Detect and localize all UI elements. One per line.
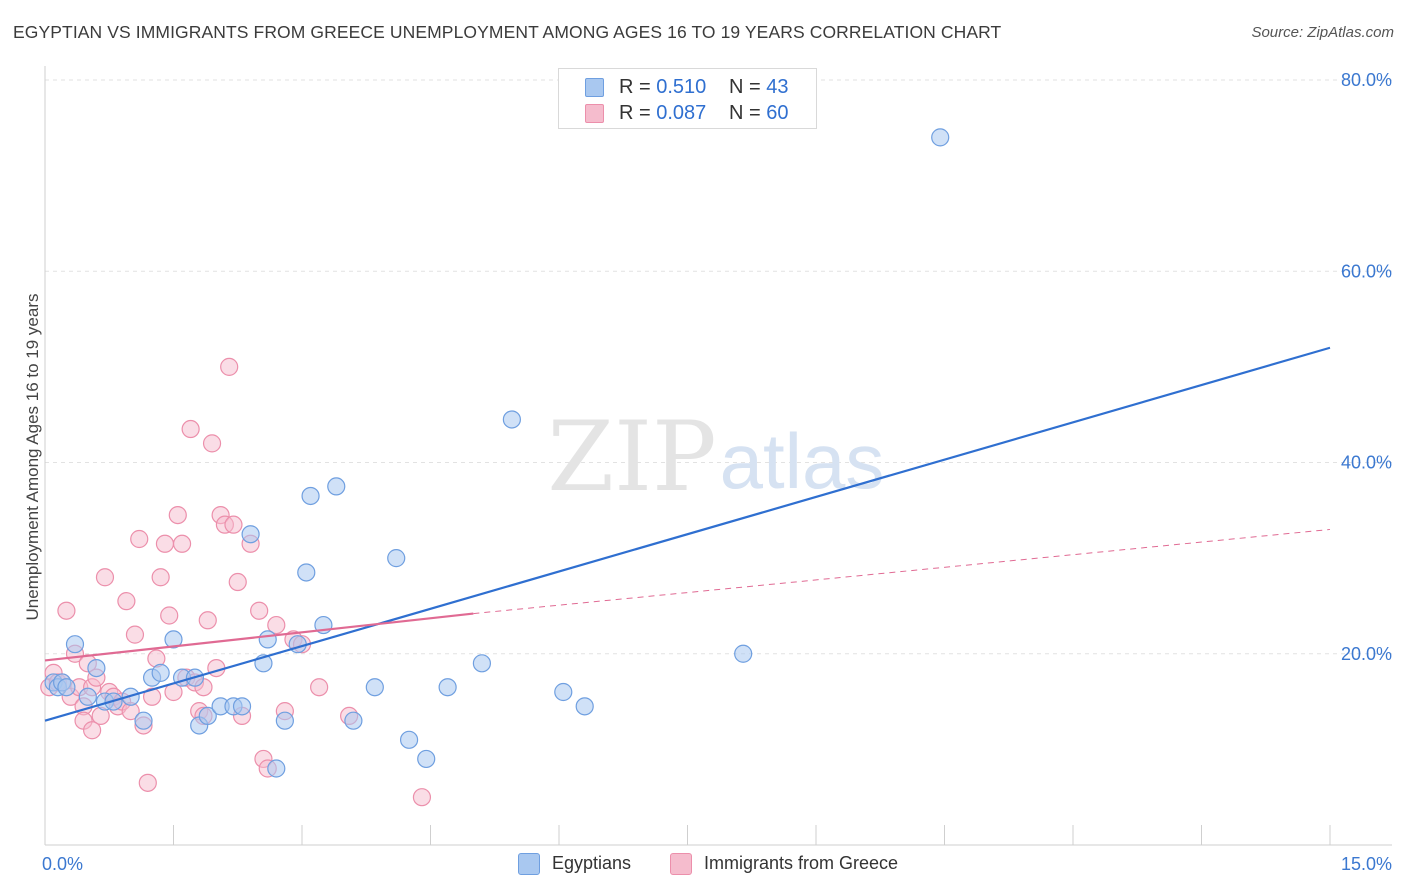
blue-point	[399, 730, 419, 749]
blue-point	[417, 749, 436, 769]
blue-swatch	[585, 78, 604, 97]
axes	[44, 66, 1392, 846]
pink-trend-line	[44, 612, 474, 662]
pink-point	[95, 568, 115, 587]
pink-point	[202, 434, 222, 453]
pink-point	[130, 529, 149, 549]
blue-point	[344, 711, 363, 730]
blue-point	[734, 644, 753, 663]
pink-point	[198, 611, 217, 630]
blue-point	[241, 525, 260, 544]
y-tick-label: 80.0%	[1341, 70, 1392, 90]
blue-point	[554, 682, 573, 702]
blue-point	[65, 635, 85, 654]
blue-point	[275, 711, 294, 730]
x-tick-label: 0.0%	[42, 854, 83, 874]
blue-point	[387, 549, 406, 568]
blue-point	[931, 128, 950, 147]
pink-point	[220, 357, 239, 376]
tick-labels: 20.0% 40.0% 60.0% 80.0% 0.0% 15.0%	[42, 70, 1392, 874]
blue-series-points	[44, 128, 950, 778]
pink-point	[151, 568, 170, 587]
pink-point	[117, 592, 136, 611]
blue-point	[472, 654, 491, 673]
blue-point	[502, 410, 521, 429]
pink-point	[267, 615, 286, 635]
pink-point	[155, 534, 175, 553]
pink-point	[160, 606, 179, 625]
blue-point	[438, 678, 457, 697]
stats-row-greece: R = 0.087 N = 60	[559, 101, 816, 127]
pink-point	[181, 419, 200, 439]
pink-point	[138, 773, 157, 792]
gridlines	[45, 79, 1392, 655]
chart-title: EGYPTIAN VS IMMIGRANTS FROM GREECE UNEMP…	[13, 22, 1002, 42]
pink-point	[172, 534, 192, 553]
stats-legend: R = 0.510 N = 43 R = 0.087 N = 60	[558, 68, 817, 129]
blue-point	[232, 697, 252, 716]
blue-point	[365, 678, 384, 697]
blue-point	[267, 759, 286, 778]
y-axis-label: Unemployment Among Ages 16 to 19 years	[23, 293, 42, 621]
r-value: 0.510	[656, 76, 707, 98]
y-tick-label: 60.0%	[1341, 261, 1392, 281]
blue-point	[87, 658, 106, 678]
blue-point	[327, 477, 346, 496]
blue-trend-line	[44, 346, 1331, 722]
r-label: R =	[619, 76, 651, 98]
blue-point	[57, 678, 76, 697]
pink-point	[250, 601, 269, 620]
legend-label: Immigrants from Greece	[704, 853, 899, 873]
blue-point	[301, 486, 320, 506]
x-tick-label: 15.0%	[1341, 854, 1392, 874]
r-value: 0.087	[656, 102, 707, 124]
blue-point	[164, 630, 183, 649]
n-value: 60	[766, 102, 789, 124]
pink-point	[83, 721, 102, 740]
pink-trend-line-dashed	[473, 528, 1331, 615]
pink-swatch	[670, 853, 692, 875]
watermark-atlas: atlas	[720, 417, 885, 505]
blue-point	[575, 697, 594, 716]
watermark-zip: ZIP	[547, 401, 716, 513]
pink-point	[412, 788, 432, 807]
n-value: 43	[766, 76, 789, 98]
pink-point	[310, 678, 329, 697]
pink-point	[57, 601, 76, 620]
pink-swatch	[585, 104, 604, 123]
y-tick-label: 40.0%	[1341, 453, 1392, 473]
blue-swatch	[518, 853, 540, 875]
pink-point	[228, 572, 247, 592]
blue-point	[134, 711, 153, 730]
stats-row-egyptians: R = 0.510 N = 43	[559, 75, 816, 101]
pink-series-points	[40, 357, 432, 807]
pink-point	[224, 515, 243, 534]
y-tick-label: 20.0%	[1341, 644, 1392, 664]
blue-point	[151, 663, 170, 682]
pink-point	[125, 625, 145, 644]
trend-lines	[44, 346, 1331, 722]
n-label: N =	[729, 76, 761, 98]
r-label: R =	[619, 102, 651, 124]
blue-point	[258, 630, 277, 649]
pink-point	[142, 687, 162, 706]
watermark: ZIP atlas	[547, 401, 884, 513]
pink-point	[168, 505, 187, 525]
source-label: Source: ZipAtlas.com	[1251, 24, 1394, 41]
blue-point	[78, 687, 97, 706]
n-label: N =	[729, 102, 761, 124]
legend-label: Egyptians	[552, 853, 632, 873]
blue-point	[297, 563, 316, 582]
blue-point	[198, 706, 217, 726]
